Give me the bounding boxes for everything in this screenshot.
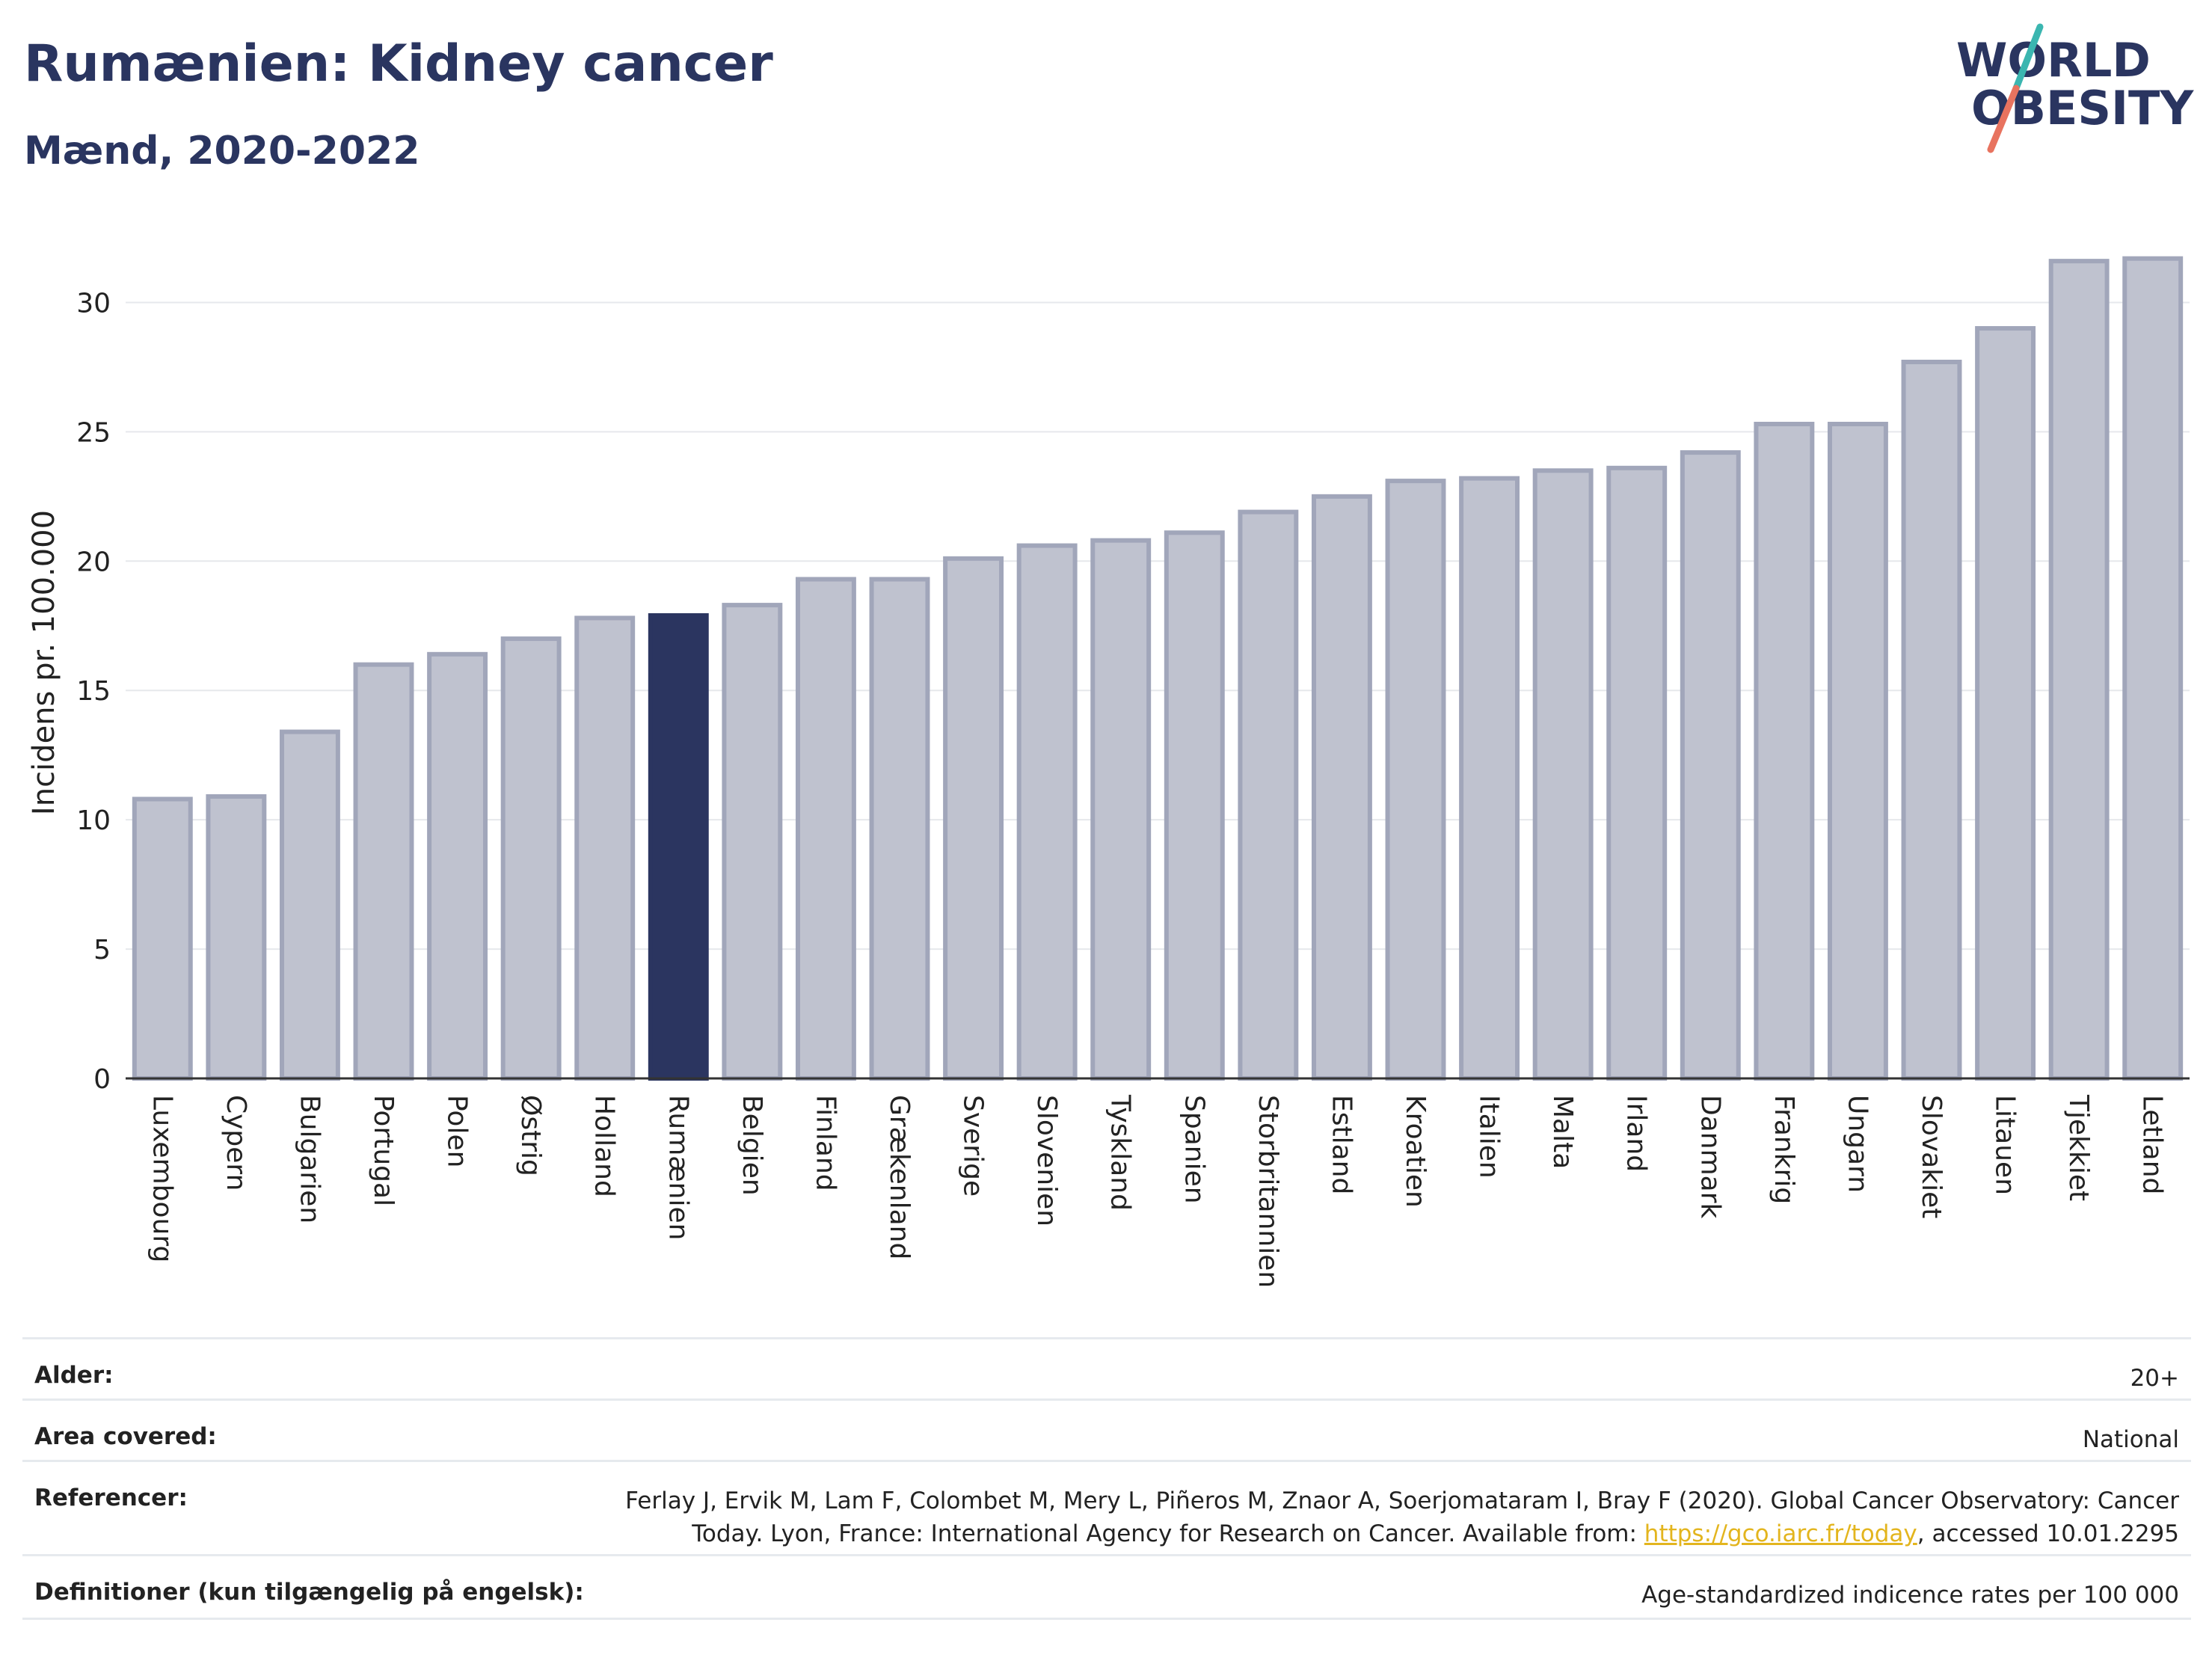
definitions-label: Definitioner (kun tilgængelig på engelsk…: [34, 1579, 584, 1606]
x-tick-label: Irland: [1621, 1095, 1652, 1172]
x-tick-label: Frankrig: [1769, 1095, 1799, 1204]
x-tick-label: Tjekkiet: [2063, 1094, 2094, 1201]
x-tick-label: Malta: [1547, 1095, 1578, 1169]
bar-østrig: [500, 636, 562, 1081]
x-tick-label: Sverige: [958, 1095, 989, 1197]
references-line-1: Ferlay J, Ervik M, Lam F, Colombet M, Me…: [625, 1487, 2179, 1514]
references-value: Ferlay J, Ervik M, Lam F, Colombet M, Me…: [625, 1484, 2179, 1550]
bar-kroatien: [1385, 479, 1446, 1081]
bar-danmark: [1680, 450, 1741, 1081]
x-tick-label: Danmark: [1695, 1095, 1725, 1219]
bar-letland: [2122, 256, 2184, 1081]
bar-bulgarien: [279, 729, 340, 1081]
x-tick-label: Slovenien: [1031, 1095, 1062, 1226]
y-tick-label: 25: [76, 417, 111, 448]
bar-storbritannien: [1238, 509, 1299, 1081]
bar-polen: [427, 651, 488, 1081]
x-tick-label: Portugal: [368, 1095, 399, 1206]
y-tick-label: 15: [76, 676, 111, 707]
bar-portugal: [353, 662, 414, 1081]
x-tick-label: Rumænien: [663, 1095, 693, 1240]
bar-spanien: [1164, 530, 1225, 1081]
chart-bars: [132, 256, 2184, 1081]
bar-tjekkiet: [2048, 259, 2110, 1081]
area-label: Area covered:: [34, 1423, 217, 1450]
bar-rumænien: [648, 612, 709, 1081]
area-value: National: [2082, 1426, 2179, 1453]
y-tick-label: 30: [76, 288, 111, 319]
x-tick-label: Slovakiet: [1916, 1095, 1947, 1218]
info-row-references: Referencer: Ferlay J, Ervik M, Lam F, Co…: [22, 1460, 2191, 1556]
x-tick-label: Polen: [442, 1095, 473, 1167]
x-tick-label: Ungarn: [1842, 1095, 1872, 1193]
y-axis-label: Incidens pr. 100.000: [27, 510, 61, 815]
bar-chart: 0 5 10 15 20 25 30 Luxembourg Cypern Bulgarien Po…: [27, 256, 2190, 1288]
y-tick-label: 20: [76, 547, 111, 577]
page-subtitle: Mænd, 2020-2022: [24, 129, 420, 174]
logo-slash-coral: [1987, 85, 2020, 153]
x-tick-label: Finland: [810, 1095, 841, 1191]
y-tick-label: 10: [76, 805, 111, 836]
info-row-definitions: Definitioner (kun tilgængelig på engelsk…: [22, 1554, 2191, 1620]
bar-slovenien: [1016, 543, 1078, 1081]
references-label: Referencer:: [34, 1484, 188, 1511]
definitions-value: Age-standardized indicence rates per 100…: [1641, 1582, 2179, 1609]
bar-ungarn: [1827, 422, 1888, 1081]
x-tick-label: Østrig: [515, 1095, 546, 1176]
bar-malta: [1532, 468, 1594, 1081]
x-tick-label: Cypern: [221, 1095, 251, 1191]
bar-sverige: [943, 556, 1004, 1081]
x-tick-label: Tyskland: [1105, 1094, 1136, 1211]
bar-grækenland: [869, 577, 930, 1081]
bar-italien: [1459, 476, 1520, 1081]
logo-slash-teal: [2012, 23, 2044, 92]
bar-slovakiet: [1901, 360, 1962, 1081]
info-row-age: Alder: 20+: [22, 1337, 2191, 1401]
logo-word-world: WORLD: [1956, 33, 2151, 87]
x-tick-label: Bulgarien: [294, 1095, 325, 1223]
x-tick-label: Luxembourg: [147, 1095, 177, 1262]
x-tick-label: Litauen: [1990, 1095, 2021, 1195]
page-title: Rumænien: Kidney cancer: [24, 34, 773, 93]
age-label: Alder:: [34, 1362, 114, 1389]
bar-cypern: [206, 794, 267, 1081]
x-tick-label: Belgien: [737, 1095, 767, 1196]
x-tick-label: Storbritannien: [1253, 1095, 1283, 1288]
x-tick-label: Spanien: [1179, 1095, 1209, 1204]
bar-tyskland: [1090, 538, 1152, 1081]
bar-luxembourg: [132, 796, 193, 1081]
x-tick-label: Estland: [1326, 1095, 1357, 1194]
bar-holland: [574, 615, 636, 1081]
x-tick-label: Kroatien: [1400, 1095, 1431, 1208]
references-line-2-end: , accessed 10.01.2295: [1917, 1520, 2179, 1547]
age-value: 20+: [2130, 1365, 2179, 1392]
x-tick-label: Holland: [589, 1095, 620, 1197]
y-axis-ticks: 0 5 10 15 20 25 30: [76, 288, 111, 1095]
x-tick-label: Grækenland: [884, 1095, 915, 1259]
bar-belgien: [722, 603, 783, 1081]
bar-irland: [1606, 465, 1668, 1081]
x-axis-labels: Luxembourg Cypern Bulgarien Portugal Polen Øs…: [147, 1094, 2167, 1288]
y-tick-label: 5: [93, 935, 111, 965]
x-tick-label: Letland: [2137, 1095, 2168, 1194]
reference-link[interactable]: https://gco.iarc.fr/today: [1644, 1520, 1917, 1547]
bar-estland: [1311, 494, 1372, 1081]
bar-finland: [795, 577, 856, 1081]
references-line-2-text: Today. Lyon, France: International Agenc…: [692, 1520, 1644, 1547]
info-row-area: Area covered: National: [22, 1398, 2191, 1462]
world-obesity-logo: WORLD OBESITY: [1956, 23, 2194, 153]
bar-frankrig: [1754, 422, 1815, 1081]
y-tick-label: 0: [93, 1064, 111, 1095]
references-line-2: Today. Lyon, France: International Agenc…: [625, 1517, 2179, 1550]
bar-litauen: [1975, 326, 2036, 1081]
x-tick-label: Italien: [1474, 1095, 1505, 1179]
